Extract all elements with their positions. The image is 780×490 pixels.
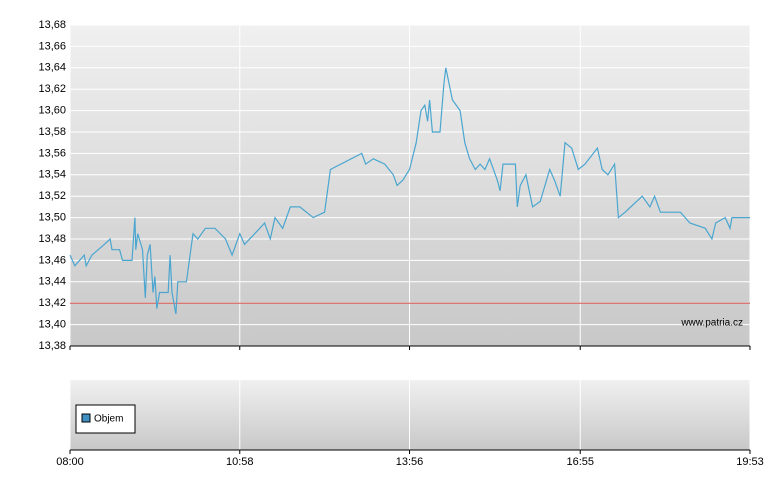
y-tick-label: 13,68	[38, 19, 66, 31]
y-tick-label: 13,44	[38, 276, 66, 288]
y-tick-label: 13,40	[38, 319, 66, 331]
y-tick-label: 13,64	[38, 62, 66, 74]
y-tick-label: 13,42	[38, 297, 66, 309]
y-tick-label: 13,50	[38, 212, 66, 224]
legend-label: Objem	[94, 414, 123, 425]
y-tick-label: 13,46	[38, 254, 66, 266]
y-tick-label: 13,48	[38, 233, 66, 245]
y-tick-label: 13,58	[38, 126, 66, 138]
y-tick-label: 13,60	[38, 105, 66, 117]
x-tick-label: 10:58	[226, 456, 254, 468]
y-tick-label: 13,62	[38, 83, 66, 95]
watermark: www.patria.cz	[680, 318, 743, 329]
legend-swatch	[81, 413, 91, 423]
x-tick-label: 16:55	[566, 456, 594, 468]
x-tick-label: 19:53	[736, 456, 764, 468]
x-tick-label: 08:00	[56, 456, 84, 468]
y-tick-label: 13,66	[38, 40, 66, 52]
price-line	[69, 67, 750, 315]
y-tick-label: 13,38	[38, 340, 66, 352]
y-tick-label: 13,56	[38, 147, 66, 159]
x-tick-label: 13:56	[396, 456, 424, 468]
y-tick-label: 13,52	[38, 190, 66, 202]
y-tick-label: 13,54	[38, 169, 66, 181]
